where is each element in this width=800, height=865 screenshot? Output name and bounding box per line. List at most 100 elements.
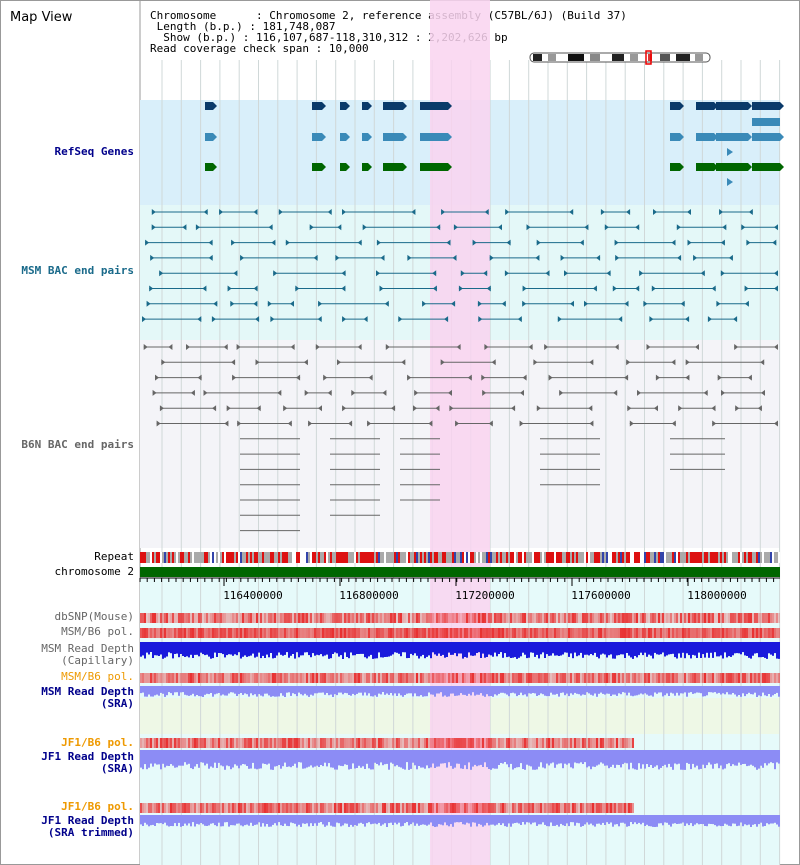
ideogram-band — [568, 54, 584, 61]
msm-bac-pair-end — [477, 300, 482, 307]
msm-bac-pair-end — [685, 316, 690, 323]
gene-feature — [716, 133, 748, 141]
msm-bac-pair-end — [569, 209, 574, 215]
msm-bac-pair-end — [273, 270, 278, 277]
msm-bac-pair-end — [680, 300, 685, 307]
b6n-bac-pair-end — [401, 359, 406, 366]
jf1-b6-pol-heat-track — [140, 738, 634, 748]
msm-bac-pair-end — [472, 239, 477, 246]
msm-bac-pair-end — [501, 300, 506, 307]
track-label-jf1-read-depth-sra: JF1 Read Depth (SRA) — [41, 751, 134, 775]
ideogram-band — [548, 54, 556, 61]
msm-bac-pair-end — [380, 254, 385, 261]
gene-feature — [362, 163, 368, 171]
msm-bac-pair-end — [649, 316, 654, 323]
msm-bac-pair-end — [635, 224, 640, 231]
msm-bac-pair-end — [517, 316, 522, 323]
msm-bac-pair-end — [535, 254, 540, 261]
b6n-bac-end-pairs — [143, 344, 778, 532]
b6n-bac-pair-end — [226, 405, 231, 412]
gene-arrow — [322, 102, 326, 110]
ideogram-band — [695, 54, 703, 61]
msm-bac-pair-end — [342, 209, 346, 215]
b6n-bac-pair-end — [283, 405, 288, 412]
gene-arrow — [403, 102, 407, 110]
gene-arrow — [748, 133, 752, 141]
msm-bac-pair-end — [213, 300, 218, 307]
msm-bac-pair-end — [635, 285, 640, 292]
msm-bac-pair-end — [436, 224, 441, 231]
b6n-bac-pair-end — [367, 420, 372, 427]
b6n-bac-pair-end — [721, 389, 725, 396]
gene-arrow — [346, 163, 350, 171]
msm-bac-pair-end — [748, 209, 753, 215]
gene-arrow — [322, 163, 326, 171]
b6n-bac-pair-end — [536, 405, 541, 412]
msm-b6-pol-heat-track — [140, 628, 780, 638]
msm-bac-pair-end — [592, 285, 597, 292]
b6n-bac-pair-end — [449, 405, 454, 412]
msm-bac-pair-end — [570, 300, 574, 307]
msm-bac-pair-end — [313, 254, 318, 261]
gene-feature — [696, 133, 714, 141]
msm-bac-pair-end — [146, 300, 151, 307]
msm-bac-pair-end — [422, 300, 427, 307]
msm-bac-pair-end — [557, 316, 562, 323]
msm-bac-pair-end — [278, 209, 283, 215]
ruler-tick-label: 118000000 — [687, 589, 747, 602]
gene-arrow — [727, 148, 733, 156]
b6n-bac-pair-end — [186, 344, 190, 350]
msm-bac-pair-end — [335, 254, 340, 261]
msm-bac-pair-end — [453, 224, 458, 231]
b6n-bac-pair-end — [717, 374, 722, 381]
b6n-bac-pair-end — [467, 374, 472, 381]
gene-arrow — [748, 102, 752, 110]
b6n-bac-pair-end — [287, 420, 292, 427]
msm-bac-pair-end — [504, 270, 509, 277]
b6n-bac-pair-end — [491, 359, 496, 366]
b6n-bac-pair-end — [624, 374, 629, 381]
gene-feature — [362, 102, 368, 110]
gene-arrow — [448, 163, 452, 171]
msm-bac-pair-end — [744, 285, 749, 292]
b6n-bac-pair-end — [685, 359, 690, 366]
b6n-bac-pair-end — [357, 344, 362, 350]
ideogram-position-marker — [645, 50, 652, 65]
msm-bac-pair-end — [208, 239, 213, 246]
ruler-tick-label: 117200000 — [455, 589, 515, 602]
jf1-depth-sra-line2: (SRA) — [100, 762, 134, 775]
b6n-bac-pair-end — [448, 389, 452, 396]
msm-bac-pair-end — [432, 270, 437, 277]
gene-feature — [340, 102, 346, 110]
msm-bac-pair-end — [626, 209, 631, 215]
region-info: Chromosome : Chromosome 2, reference ass… — [150, 9, 627, 55]
b6n-bac-pair-end — [407, 374, 412, 381]
msm-bac-pair-end — [716, 300, 721, 307]
gene-feature — [340, 133, 346, 141]
msm-bac-pair-end — [398, 316, 403, 323]
msm-bac-pair-end — [195, 224, 200, 231]
b6n-bac-pair-end — [522, 374, 527, 381]
msm-bac-pair-end — [676, 224, 681, 231]
coverage-key: Read coverage check span — [150, 42, 309, 55]
msm-bac-pair-end — [564, 270, 568, 277]
msm-bac-pair-end — [483, 270, 488, 277]
msm-bac-pair-end — [253, 209, 258, 215]
ideogram-band — [590, 54, 600, 61]
gene-arrow — [403, 133, 407, 141]
b6n-bac-pair-end — [613, 389, 618, 396]
track-label-jf1-read-depth-trim: JF1 Read Depth (SRA trimmed) — [41, 815, 134, 839]
b6n-bac-pair-end — [671, 359, 676, 366]
msm-bac-pair-end — [197, 316, 202, 323]
b6n-bac-pair-end — [703, 389, 708, 396]
gene-arrow — [780, 102, 784, 110]
b6n-bac-pair-end — [637, 389, 641, 396]
track-label-jf1-b6-pol-1: JF1/B6 pol. — [61, 736, 134, 749]
page-title: Map View — [10, 10, 73, 25]
track-label-jf1-b6-pol-2: JF1/B6 pol. — [61, 800, 134, 813]
msm-bac-pair-end — [318, 300, 323, 307]
msm-bac-pair-end — [651, 285, 656, 292]
chromosome-key: Chromosome — [150, 9, 217, 22]
b6n-bac-pair-end — [533, 359, 538, 366]
